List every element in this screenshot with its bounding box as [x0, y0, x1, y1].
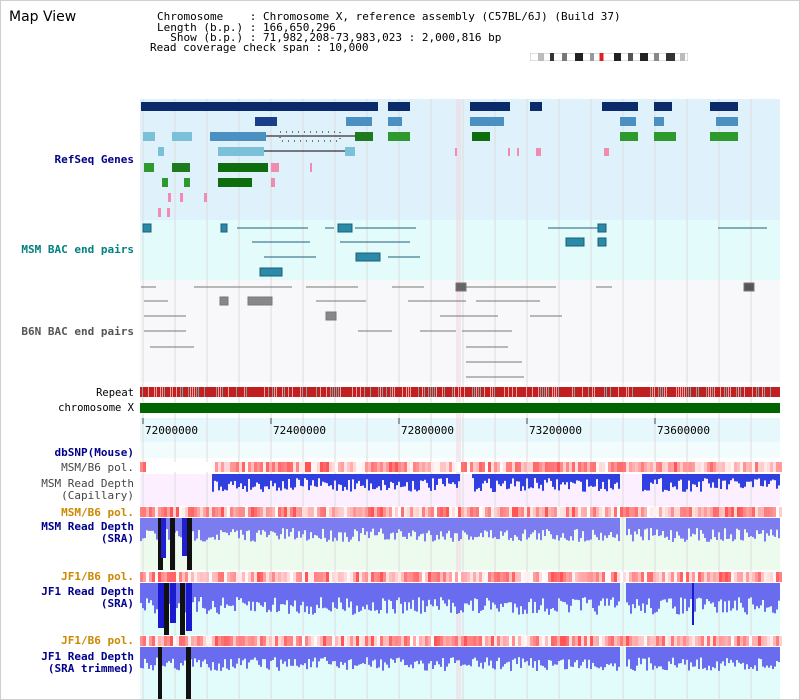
axis-tick-label-73600000: 73600000 — [657, 424, 710, 437]
chromosome-info: Chromosome : Chromosome X, reference ass… — [157, 10, 621, 23]
msm-depth-sra-bars[interactable] — [140, 518, 780, 570]
chromosome-ideogram[interactable] — [530, 53, 688, 61]
axis-tick-label-72000000: 72000000 — [145, 424, 198, 437]
jf1-b6-pol-strip-2[interactable] — [140, 636, 782, 646]
track-label-jf1-b6-pol-1[interactable]: JF1/B6 pol. — [61, 570, 134, 583]
msm-b6-pol-strip-1[interactable] — [140, 462, 782, 472]
jf1-depth-trimmed-bars[interactable] — [140, 647, 780, 699]
track-label-dbsnp[interactable]: dbSNP(Mouse) — [54, 446, 134, 459]
track-label-jf1-b6-pol-2[interactable]: JF1/B6 pol. — [61, 634, 134, 647]
repeat-track[interactable] — [140, 387, 780, 397]
length-info: Length (b.p.) : 166,650,296 — [157, 21, 336, 34]
track-label-msm-depth-sra-sub: (SRA) — [100, 532, 134, 545]
track-label-repeat[interactable]: Repeat — [96, 387, 134, 399]
track-label-jf1-depth-sra[interactable]: JF1 Read Depth — [41, 585, 134, 598]
jf1-depth-sra-bars[interactable] — [140, 583, 780, 635]
center-highlight — [456, 99, 461, 699]
axis-tick-label-73200000: 73200000 — [529, 424, 582, 437]
axis-ticks — [142, 418, 656, 424]
track-label-msm-b6-pol-2[interactable]: MSM/B6 pol. — [61, 506, 134, 519]
track-label-msm-depth-capillary[interactable]: MSM Read Depth — [41, 477, 134, 490]
track-label-msm-depth-capillary-sub: (Capillary) — [61, 489, 134, 502]
axis-tick-label-72800000: 72800000 — [401, 424, 454, 437]
b6n-bac-pairs[interactable] — [141, 282, 755, 378]
track-label-jf1-depth-trimmed-sub: (SRA trimmed) — [47, 662, 134, 675]
jf1-b6-pol-strip-1[interactable] — [140, 572, 782, 582]
track-label-msm-bac[interactable]: MSM BAC end pairs — [21, 243, 134, 256]
track-label-chromosome[interactable]: chromosome X — [58, 402, 134, 414]
msm-bac-pairs[interactable] — [142, 223, 767, 277]
show-range-info: Show (b.p.) : 71,982,208-73,983,023 : 2,… — [157, 31, 502, 44]
chromosome-x-bar[interactable] — [140, 403, 780, 413]
map-view-title: Map View — [9, 9, 77, 25]
track-label-msm-depth-sra[interactable]: MSM Read Depth — [41, 520, 134, 533]
msm-depth-capillary-bars[interactable] — [212, 474, 780, 492]
track-label-jf1-depth-trimmed[interactable]: JF1 Read Depth — [41, 650, 134, 663]
refseq-gene-features[interactable] — [141, 102, 738, 217]
coverage-span-info: Read coverage check span : 10,000 — [150, 41, 369, 54]
track-label-jf1-depth-sra-sub: (SRA) — [100, 597, 134, 610]
track-label-b6n-bac[interactable]: B6N BAC end pairs — [21, 325, 134, 338]
axis-tick-label-72400000: 72400000 — [273, 424, 326, 437]
track-label-msm-b6-pol-1[interactable]: MSM/B6 pol. — [61, 461, 134, 474]
msm-b6-pol-strip-2[interactable] — [140, 507, 782, 517]
track-label-refseq-genes[interactable]: RefSeq Genes — [54, 153, 134, 166]
